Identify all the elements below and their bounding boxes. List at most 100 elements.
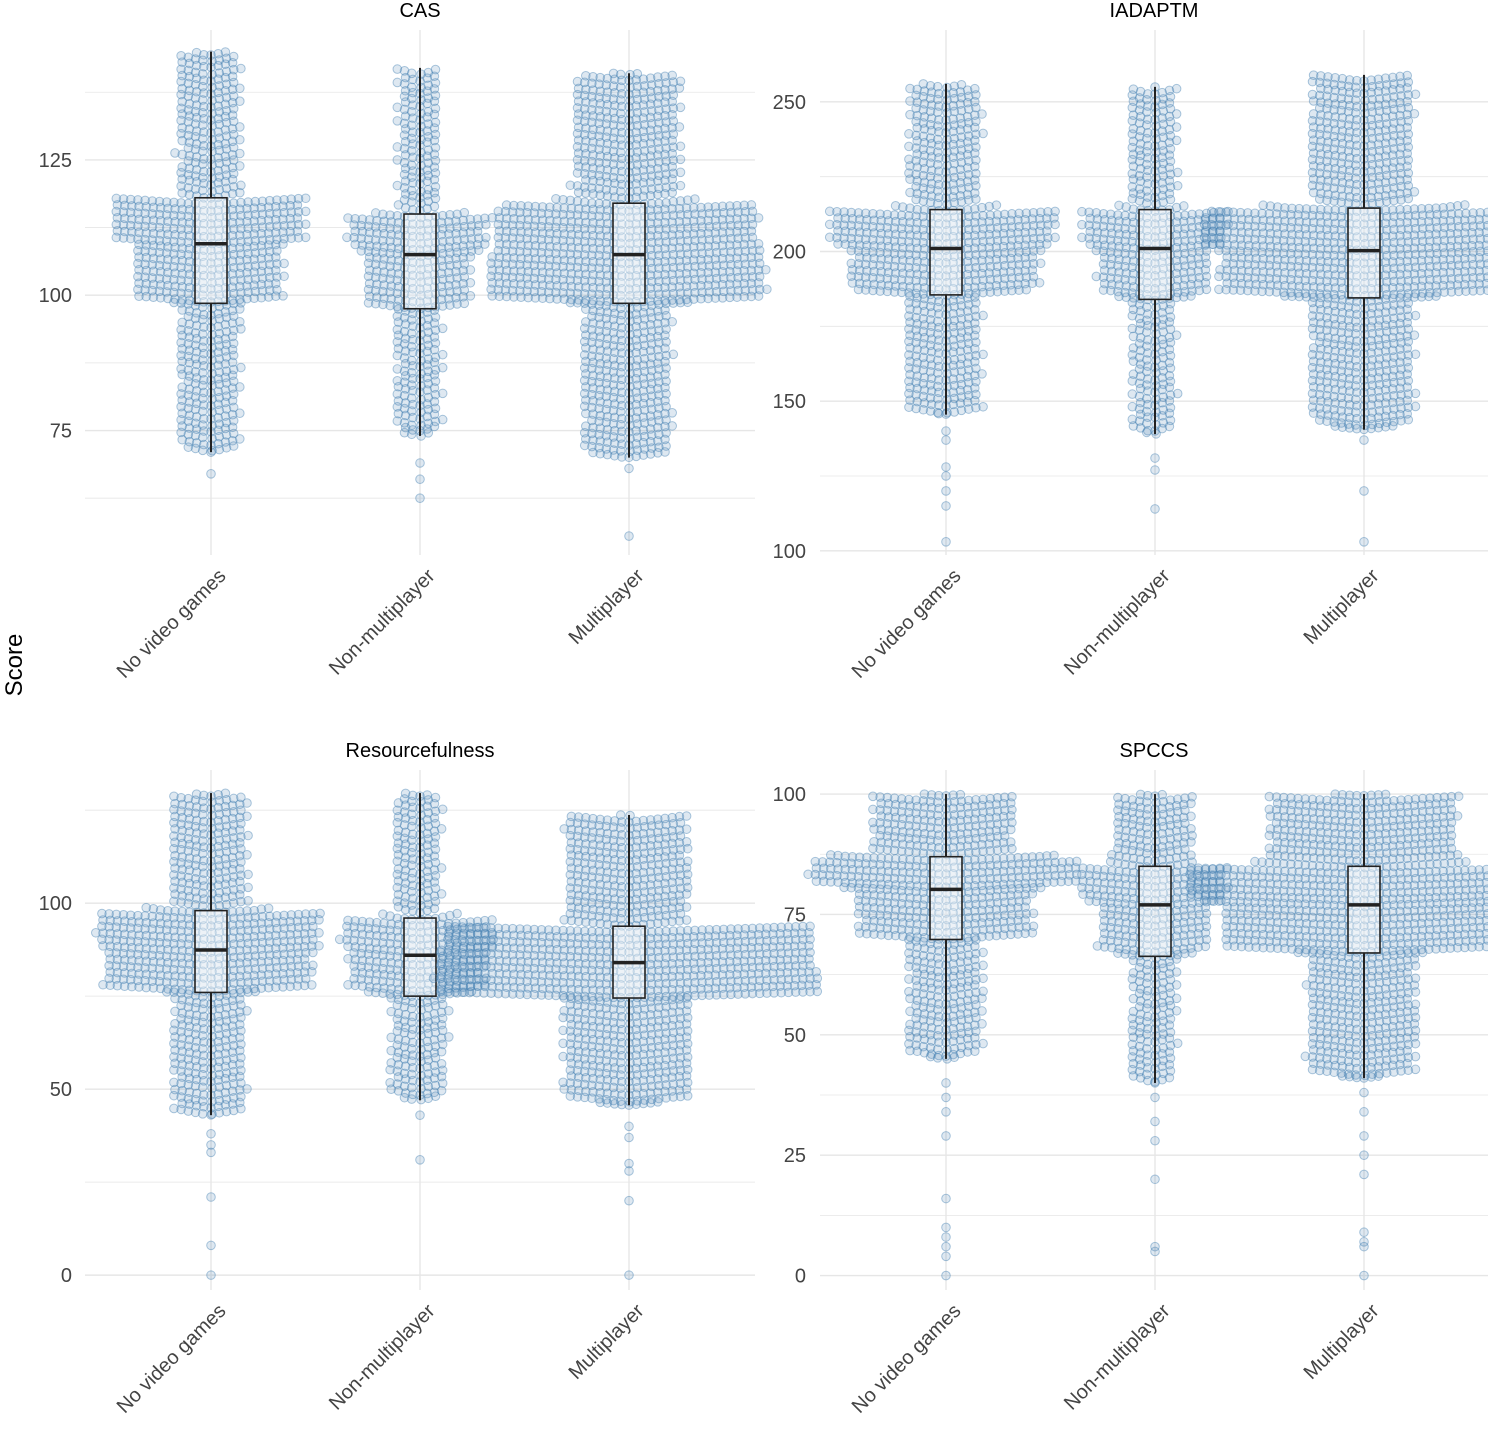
data-point — [1281, 292, 1290, 301]
data-point — [237, 325, 246, 334]
data-point — [237, 64, 246, 73]
data-point — [1483, 286, 1488, 295]
data-point — [1078, 233, 1087, 242]
data-point — [1411, 402, 1420, 411]
data-point — [488, 292, 497, 301]
data-point — [675, 123, 684, 132]
data-point — [178, 189, 187, 198]
data-point — [1404, 415, 1413, 424]
data-point — [438, 350, 447, 359]
y-tick-label: 100 — [39, 893, 72, 915]
data-point — [1128, 402, 1137, 411]
data-point — [1215, 246, 1224, 255]
data-point — [1309, 331, 1318, 340]
data-point — [754, 292, 763, 301]
data-point — [1315, 195, 1324, 204]
data-point — [1180, 202, 1189, 211]
y-tick-label: 200 — [773, 241, 806, 263]
data-point — [676, 168, 685, 177]
data-point — [243, 812, 252, 821]
data-point — [912, 195, 921, 204]
data-point — [979, 311, 988, 320]
data-point — [942, 427, 951, 436]
data-point — [669, 350, 678, 359]
data-point — [1309, 97, 1318, 106]
data-point — [236, 188, 245, 197]
data-point — [942, 487, 951, 496]
data-point — [1165, 383, 1174, 392]
x-tick-label: Non-multiplayer — [325, 1300, 440, 1415]
data-point — [1099, 286, 1108, 295]
data-point — [178, 435, 187, 444]
x-tick-label: No video games — [848, 565, 966, 683]
y-tick-label: 50 — [50, 1079, 72, 1101]
data-point — [236, 162, 245, 171]
y-tick-label: 100 — [39, 285, 72, 307]
data-point — [237, 363, 246, 372]
data-point — [1151, 466, 1160, 475]
data-point — [1115, 292, 1124, 301]
data-point — [393, 181, 402, 190]
data-point — [393, 365, 402, 374]
data-point — [1202, 285, 1211, 294]
data-point — [431, 194, 440, 203]
data-point — [1215, 285, 1224, 294]
data-point — [992, 201, 1001, 210]
data-point — [1360, 436, 1369, 445]
data-point — [1128, 194, 1137, 203]
panel-title: Resourcefulness — [346, 740, 495, 762]
group-non-multiplayer — [343, 65, 491, 503]
data-point — [1411, 389, 1420, 398]
data-point — [393, 156, 402, 165]
data-point — [393, 143, 402, 152]
data-point — [1092, 272, 1101, 281]
data-point — [979, 350, 988, 359]
data-point — [371, 209, 380, 218]
data-point — [668, 317, 677, 326]
data-point — [301, 220, 310, 229]
data-point — [171, 149, 180, 158]
data-point — [1432, 292, 1441, 301]
data-point — [1410, 109, 1419, 118]
data-point — [905, 142, 914, 151]
box-iqr — [404, 214, 436, 309]
data-point — [280, 259, 289, 268]
data-point — [825, 233, 834, 242]
data-point — [1411, 90, 1420, 99]
data-point — [1022, 285, 1031, 294]
data-point — [243, 799, 252, 808]
data-point — [460, 208, 469, 217]
data-point — [416, 475, 425, 484]
data-point — [280, 272, 289, 281]
data-point — [906, 175, 915, 184]
y-tick-label: 150 — [773, 391, 806, 413]
data-point — [1051, 233, 1060, 242]
data-point — [979, 402, 988, 411]
data-point — [236, 135, 245, 144]
data-point — [825, 220, 834, 229]
data-point — [1172, 331, 1181, 340]
data-point — [676, 155, 685, 164]
data-point — [1036, 259, 1045, 268]
x-tick-label: Multiplayer — [565, 1300, 649, 1384]
data-point — [906, 110, 915, 119]
data-point — [466, 266, 475, 275]
data-point — [675, 84, 684, 93]
data-point — [279, 240, 288, 249]
data-point — [1128, 324, 1137, 333]
data-point — [394, 201, 403, 210]
data-point — [691, 195, 700, 204]
data-point — [1128, 390, 1137, 399]
data-point — [1172, 110, 1181, 119]
data-point — [1136, 384, 1145, 393]
data-point — [438, 389, 447, 398]
data-point — [1173, 181, 1182, 190]
y-tick-label: 100 — [773, 541, 806, 563]
group-no-video-games — [112, 48, 310, 478]
data-point — [582, 305, 591, 314]
data-point — [170, 298, 179, 307]
